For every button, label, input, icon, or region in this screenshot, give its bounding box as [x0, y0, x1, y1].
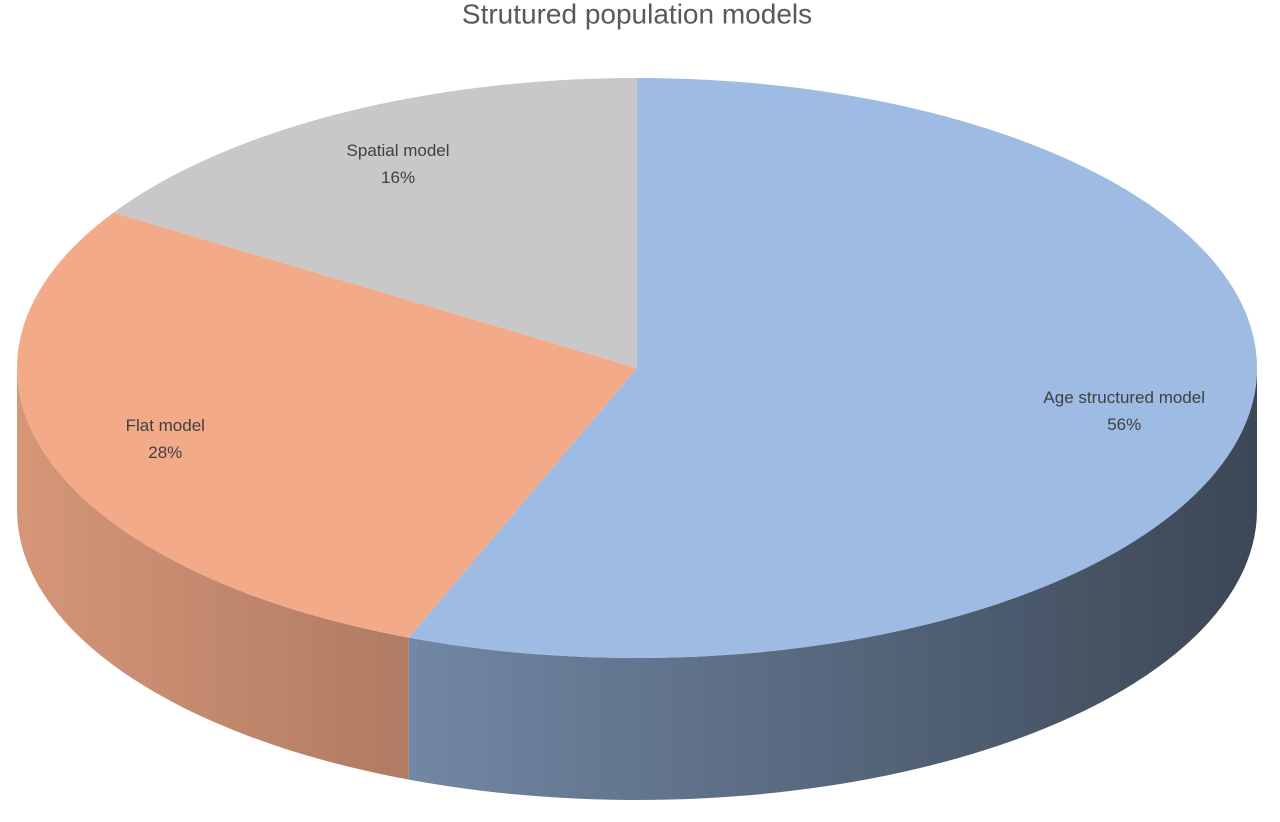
- slice-side: [17, 368, 409, 780]
- value-label: 16%: [381, 168, 415, 187]
- value-label: 28%: [148, 443, 182, 462]
- slice-label: Flat model: [126, 416, 205, 435]
- slice: [113, 78, 638, 368]
- slice-side: [408, 368, 1257, 800]
- chart-title: Strutured population models: [462, 0, 812, 29]
- slice: [408, 78, 1257, 658]
- slice-label: Spatial model: [347, 141, 450, 160]
- slice: [16, 212, 638, 638]
- value-label: 56%: [1107, 415, 1141, 434]
- slice-label: Age structured model: [1043, 388, 1205, 407]
